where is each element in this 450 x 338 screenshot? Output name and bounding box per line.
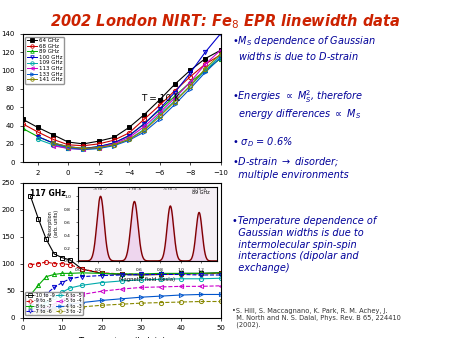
Text: •M$_S$ dependence of Gaussian
  widths is due to $D$-strain: •M$_S$ dependence of Gaussian widths is …: [232, 34, 376, 62]
Text: T = 10 K: T = 10 K: [141, 94, 180, 103]
Text: •Energies $\propto$ M$_S^2$, therefore
  energy differences $\propto$ M$_S$: •Energies $\propto$ M$_S^2$, therefore e…: [232, 88, 363, 121]
Text: •Temperature dependence of
  Gaussian widths is due to
  intermolecular spin-spi: •Temperature dependence of Gaussian widt…: [232, 216, 376, 273]
Text: •S. Hill, S. Maccagnano, K. Park, R. M. Achey, J.
  M. North and N. S. Dalal, Ph: •S. Hill, S. Maccagnano, K. Park, R. M. …: [232, 308, 400, 328]
Legend: 64 GHz, 68 GHz, 89 GHz, 100 GHz, 109 GHz, 113 GHz, 133 GHz, 141 GHz: 64 GHz, 68 GHz, 89 GHz, 100 GHz, 109 GHz…: [25, 37, 64, 84]
Text: • $\sigma_D$ = 0.6%: • $\sigma_D$ = 0.6%: [232, 135, 292, 149]
Text: 117 GHz: 117 GHz: [31, 189, 66, 198]
Legend: -10 to -9, -9 to -8, -8 to -7, -7 to -6, -6 to -5, -5 to -4, -4 to -3, -3 to -2: -10 to -9, -9 to -8, -8 to -7, -7 to -6,…: [25, 292, 83, 315]
X-axis label: Temperature (kelvin): Temperature (kelvin): [78, 337, 165, 338]
Text: •$D$-strain $\rightarrow$ disorder;
  multiple environments: •$D$-strain $\rightarrow$ disorder; mult…: [232, 155, 348, 180]
X-axis label: Spin projection (M$_s$): Spin projection (M$_s$): [80, 182, 163, 194]
Text: 2002 London NIRT: Fe$_8$ EPR linewidth data: 2002 London NIRT: Fe$_8$ EPR linewidth d…: [50, 12, 400, 30]
